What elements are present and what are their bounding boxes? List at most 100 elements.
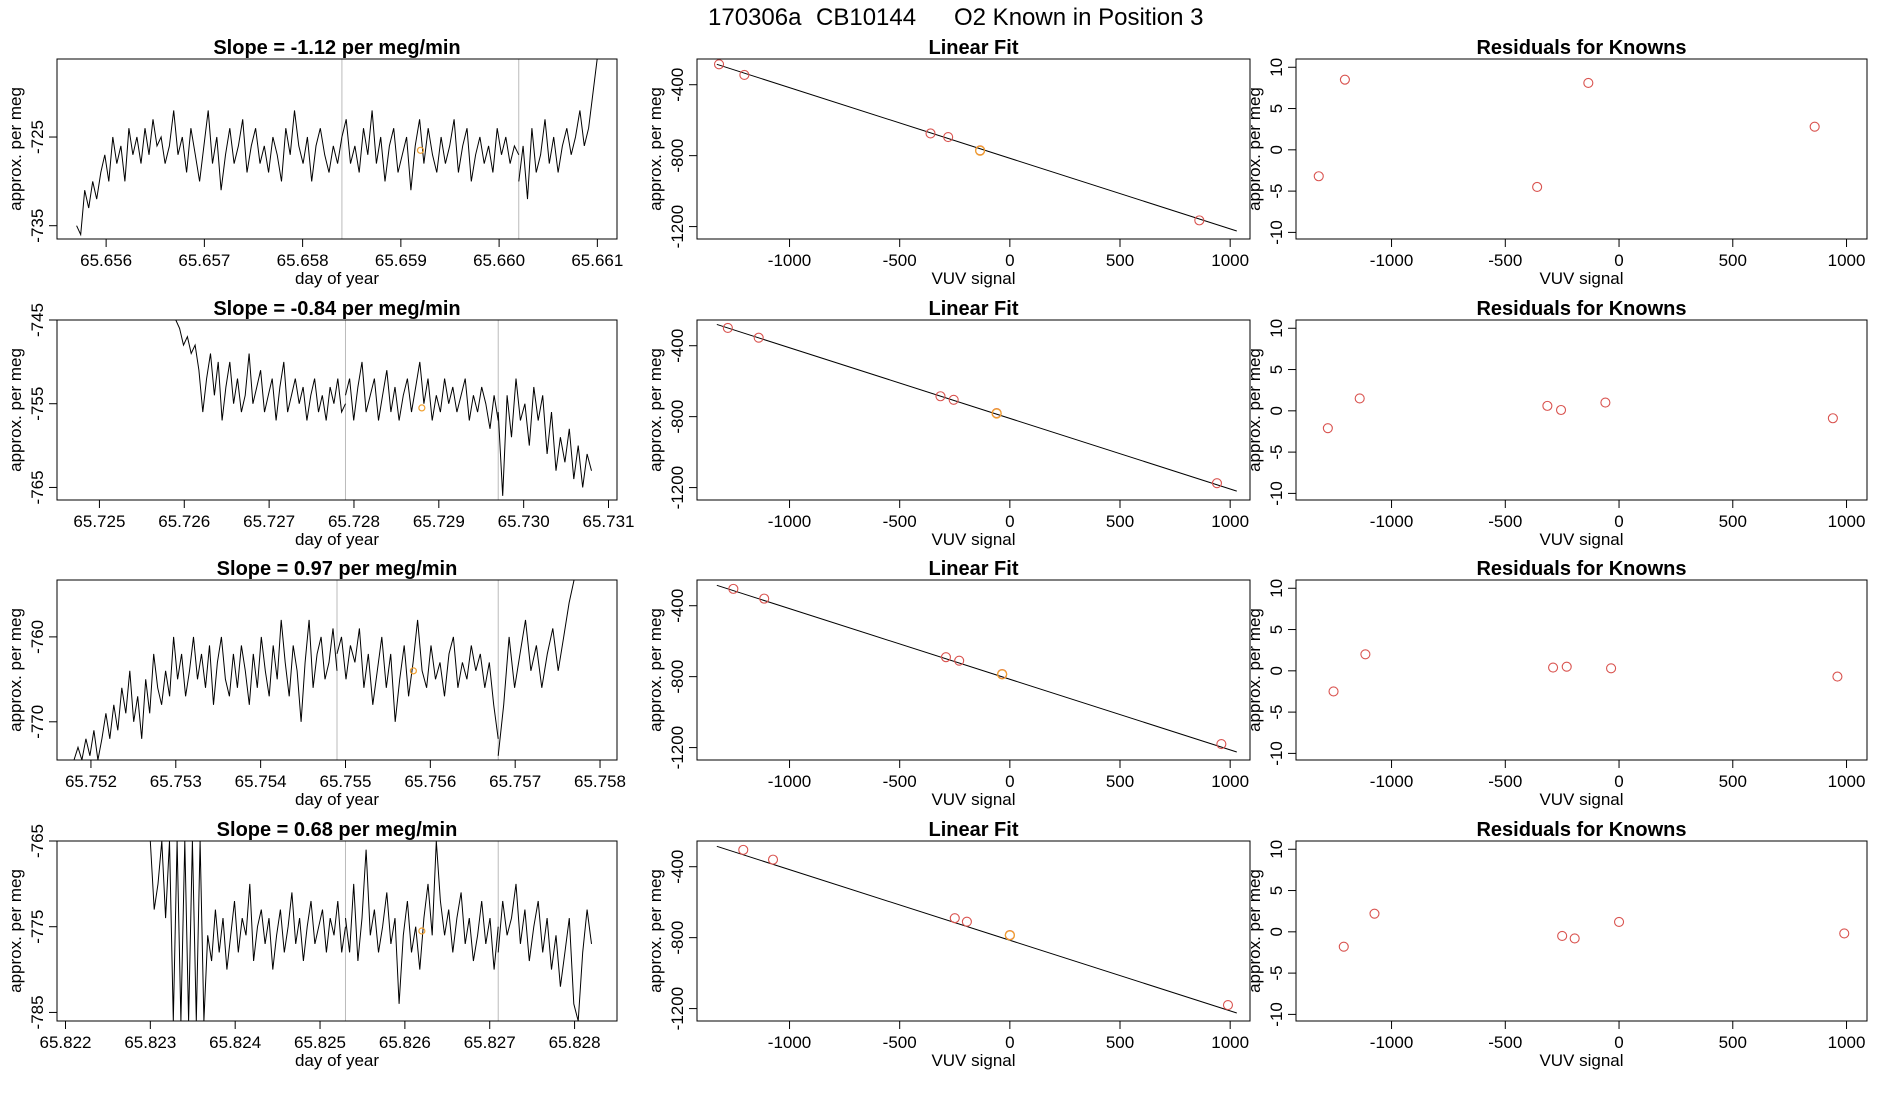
x-tick-label: 500 xyxy=(1106,251,1134,270)
data-point xyxy=(739,69,750,81)
known-marker-point xyxy=(416,146,425,154)
x-tick-label: 65.659 xyxy=(375,251,427,270)
panel-title: Linear Fit xyxy=(928,298,1018,320)
plot-area xyxy=(713,59,1237,232)
x-tick-label: -500 xyxy=(1488,251,1522,270)
x-tick-label: 65.756 xyxy=(404,772,456,791)
plot-frame xyxy=(56,319,618,501)
y-tick-label: -1200 xyxy=(668,205,687,248)
chart-panel-1-2: Linear Fit -1000 -500 0 500 1000 -1200 -800 -400… xyxy=(646,37,1251,288)
x-tick-label: 1000 xyxy=(1828,512,1866,531)
x-tick-label: 0 xyxy=(1614,1033,1623,1052)
highlight-point xyxy=(1004,930,1016,941)
chart-panel-4-3: Residuals for Knowns -1000 -500 0 500 1000 -10… xyxy=(1245,819,1868,1070)
data-point xyxy=(759,593,770,604)
x-tick-label: 500 xyxy=(1719,1033,1747,1052)
x-tick-label: 65.822 xyxy=(39,1033,91,1052)
x-tick-label: 65.728 xyxy=(328,512,380,531)
y-axis-label: approx. per meg xyxy=(1245,348,1264,472)
data-point xyxy=(1839,928,1850,939)
x-tick-label: 65.660 xyxy=(473,251,525,270)
x-tick-label: 65.825 xyxy=(294,1033,346,1052)
data-point xyxy=(1809,121,1820,132)
y-tick-label: 0 xyxy=(1267,927,1286,936)
data-point xyxy=(713,59,725,70)
x-axis-label: VUV signal xyxy=(931,790,1015,809)
y-tick-label: -10 xyxy=(1267,741,1286,766)
plot-area xyxy=(175,320,592,500)
x-tick-label: 65.758 xyxy=(574,772,626,791)
data-point xyxy=(1606,663,1617,674)
data-point xyxy=(1360,649,1371,660)
data-point xyxy=(1832,671,1843,682)
y-tick-label: -10 xyxy=(1267,1002,1286,1027)
y-tick-label: 10 xyxy=(1267,840,1286,859)
series-line xyxy=(175,320,346,421)
highlight-point xyxy=(991,408,1002,419)
y-tick-label: -735 xyxy=(28,209,47,243)
figure-title: 170306a CB10144 O2 Known in Position 3 xyxy=(708,4,1203,31)
chart-panel-3-3: Residuals for Knowns -1000 -500 0 500 1000 -10… xyxy=(1245,558,1868,809)
y-tick-label: -755 xyxy=(28,387,47,421)
plot-frame xyxy=(696,579,1251,761)
series-line xyxy=(76,119,166,237)
data-point xyxy=(1339,74,1350,85)
series-line xyxy=(336,619,499,739)
x-tick-label: 500 xyxy=(1719,251,1747,270)
x-tick-label: 65.730 xyxy=(498,512,550,531)
plot-frame xyxy=(56,58,618,240)
x-tick-label: 1000 xyxy=(1828,1033,1866,1052)
y-tick-label: -765 xyxy=(28,470,47,504)
y-tick-label: 5 xyxy=(1267,886,1286,895)
chart-panel-3-1: Slope = 0.97 per meg/min 65.752 65.753 65.7… xyxy=(6,558,626,809)
x-tick-label: 0 xyxy=(1614,772,1623,791)
plot-area xyxy=(149,841,592,1021)
series-line xyxy=(345,841,499,1004)
data-point xyxy=(1369,908,1380,919)
x-tick-label: -1000 xyxy=(1370,772,1413,791)
data-point xyxy=(1569,933,1580,944)
plot-frame xyxy=(696,840,1251,1022)
x-tick-label: -500 xyxy=(1488,1033,1522,1052)
y-tick-label: -760 xyxy=(28,620,47,654)
x-tick-label: 65.727 xyxy=(243,512,295,531)
y-tick-label: -5 xyxy=(1267,445,1286,460)
x-tick-label: -500 xyxy=(883,1033,917,1052)
y-axis-label: approx. per meg xyxy=(1245,87,1264,211)
y-axis-label: approx. per meg xyxy=(6,869,25,993)
plot-frame xyxy=(1295,840,1868,1022)
x-tick-label: -1000 xyxy=(768,772,811,791)
x-tick-label: 500 xyxy=(1719,512,1747,531)
x-tick-label: -1000 xyxy=(768,512,811,531)
chart-panel-4-2: Linear Fit -1000 -500 0 500 1000 -1200 -800 -400… xyxy=(646,819,1251,1070)
chart-panel-2-2: Linear Fit -1000 -500 0 500 1000 -1200 -800 -400… xyxy=(646,298,1251,549)
y-tick-label: 10 xyxy=(1267,319,1286,338)
x-tick-label: -1000 xyxy=(1370,512,1413,531)
series-line xyxy=(497,580,575,756)
data-point xyxy=(1613,916,1625,927)
y-tick-label: -400 xyxy=(668,850,687,884)
series-line xyxy=(497,378,592,496)
x-tick-label: -500 xyxy=(1488,512,1522,531)
x-tick-label: 0 xyxy=(1005,772,1014,791)
x-tick-label: 1000 xyxy=(1211,772,1249,791)
x-tick-label: 65.752 xyxy=(65,772,117,791)
x-tick-label: 65.656 xyxy=(80,251,132,270)
y-tick-label: -1200 xyxy=(668,987,687,1030)
y-tick-label: -1200 xyxy=(668,726,687,769)
x-tick-label: 65.731 xyxy=(583,512,635,531)
chart-panel-3-2: Linear Fit -1000 -500 0 500 1000 -1200 -800 -400… xyxy=(646,558,1251,809)
known-marker-point xyxy=(418,927,426,935)
y-axis-label: approx. per meg xyxy=(1245,869,1264,993)
plot-area xyxy=(716,583,1237,753)
x-axis-label: day of year xyxy=(295,530,379,549)
x-tick-label: 65.726 xyxy=(158,512,210,531)
data-point xyxy=(1313,171,1324,182)
data-point xyxy=(961,916,972,927)
x-axis-label: VUV signal xyxy=(931,530,1015,549)
panel-title: Slope = -1.12 per meg/min xyxy=(213,37,460,59)
y-tick-label: -10 xyxy=(1267,220,1286,245)
x-tick-label: 65.725 xyxy=(73,512,125,531)
plot-area xyxy=(716,322,1237,492)
data-point xyxy=(1338,941,1349,952)
